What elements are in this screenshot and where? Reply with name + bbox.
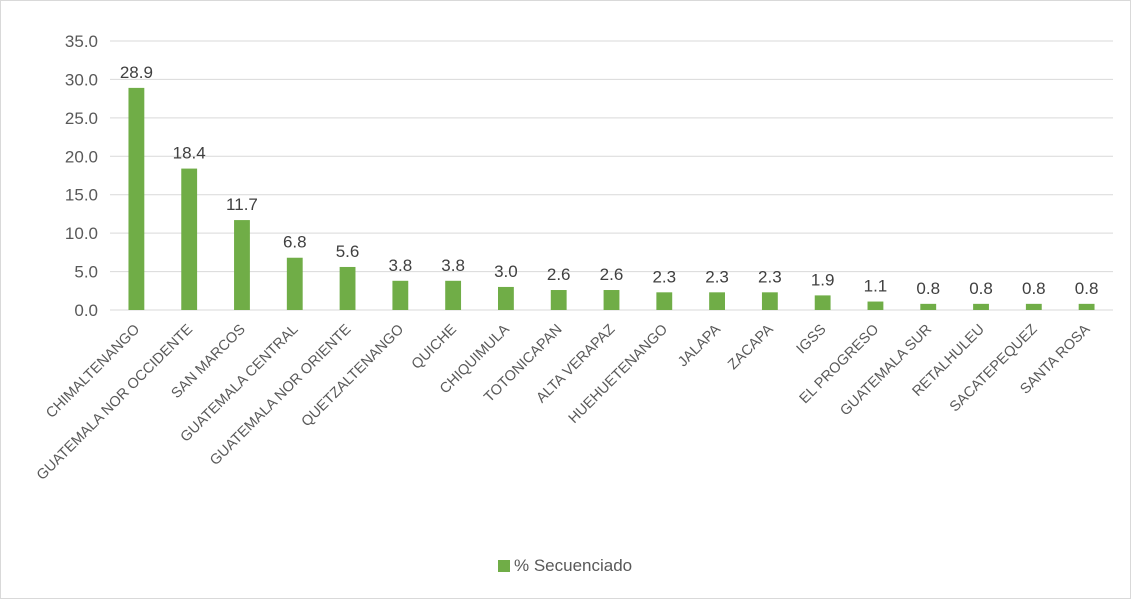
- bar: [920, 303, 937, 310]
- data-label: 2.3: [652, 267, 676, 286]
- y-tick-label: 25.0: [65, 109, 98, 128]
- bar: [286, 257, 303, 310]
- y-tick-label: 15.0: [65, 186, 98, 205]
- bar: [128, 87, 145, 310]
- y-tick-label: 20.0: [65, 147, 98, 166]
- bar: [761, 292, 778, 310]
- y-tick-label: 30.0: [65, 70, 98, 89]
- legend-label: % Secuenciado: [514, 556, 633, 575]
- bar: [445, 280, 462, 310]
- data-label: 11.7: [226, 195, 258, 214]
- x-category-label: ZACAPA: [725, 321, 777, 373]
- data-label: 2.3: [758, 267, 782, 286]
- data-label: 0.8: [1022, 279, 1046, 298]
- bar: [867, 301, 884, 310]
- data-label: 1.1: [864, 277, 888, 296]
- bar: [234, 220, 250, 310]
- data-label: 0.8: [1075, 279, 1099, 298]
- data-label: 2.3: [705, 267, 729, 286]
- data-label: 28.9: [120, 63, 153, 82]
- bar: [392, 280, 409, 310]
- bar: [498, 286, 514, 310]
- legend-swatch: [498, 560, 510, 572]
- x-category-label: HUEHUETENANGO: [566, 322, 671, 427]
- bar: [550, 290, 567, 310]
- data-label: 0.8: [916, 279, 940, 298]
- bar: [339, 266, 356, 310]
- data-label: 1.9: [811, 270, 835, 289]
- bar: [1025, 303, 1042, 310]
- bar: [1078, 303, 1095, 310]
- bar: [656, 292, 673, 310]
- bar: [814, 295, 831, 310]
- bar: [709, 292, 725, 310]
- y-tick-label: 35.0: [65, 32, 98, 51]
- y-tick-label: 10.0: [65, 224, 98, 243]
- data-label: 2.6: [547, 265, 571, 284]
- x-category-label: QUETZALTENANGO: [299, 322, 408, 431]
- data-label: 2.6: [600, 265, 624, 284]
- data-label: 18.4: [173, 144, 206, 163]
- bar: [603, 290, 620, 310]
- data-label: 3.0: [494, 262, 518, 281]
- data-label: 5.6: [336, 242, 360, 261]
- legend: % Secuenciado: [498, 556, 632, 576]
- data-label: 3.8: [441, 256, 465, 275]
- data-label: 3.8: [389, 256, 413, 275]
- y-tick-label: 5.0: [74, 263, 98, 282]
- x-category-label: GUATEMALA SUR: [837, 322, 935, 420]
- bar: [181, 168, 198, 310]
- data-label: 6.8: [283, 233, 307, 252]
- y-tick-label: 0.0: [74, 301, 98, 320]
- x-category-label: QUICHE: [409, 321, 460, 372]
- x-category-label: IGSS: [794, 322, 830, 358]
- x-category-label: SACATEPEQUEZ: [947, 321, 1041, 415]
- bar: [973, 303, 989, 310]
- x-category-label: JALAPA: [675, 321, 724, 370]
- data-label: 0.8: [969, 279, 993, 298]
- x-category-label: CHIMALTENANGO: [43, 322, 143, 422]
